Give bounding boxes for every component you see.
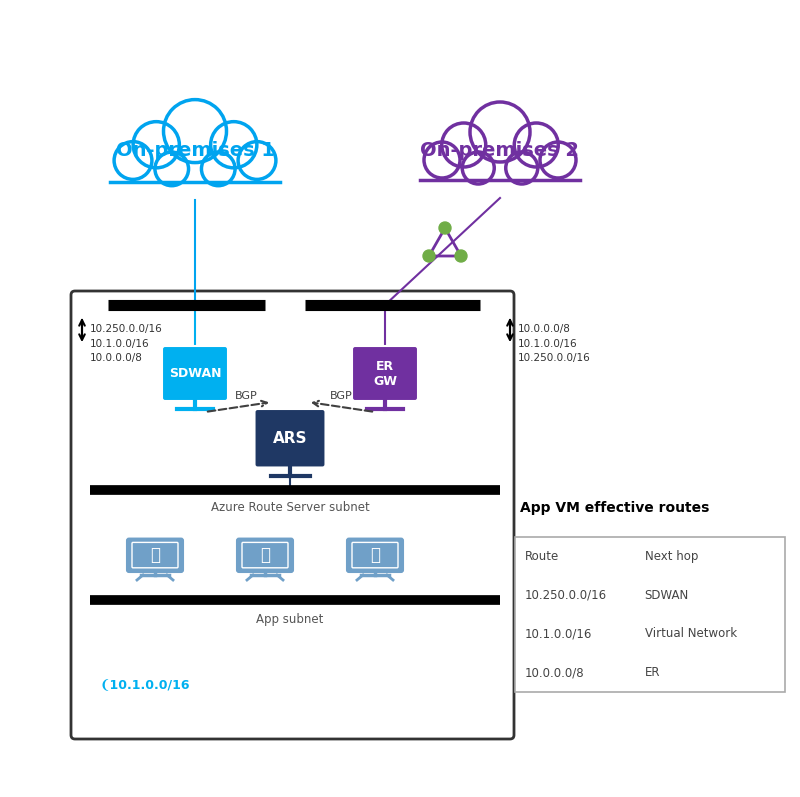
Text: On-premises 1: On-premises 1 — [115, 140, 274, 159]
Text: Virtual Network: Virtual Network — [645, 627, 737, 640]
Text: 10.250.0.0/16: 10.250.0.0/16 — [525, 589, 607, 602]
Circle shape — [442, 123, 486, 167]
FancyBboxPatch shape — [242, 543, 288, 567]
Circle shape — [155, 152, 189, 186]
FancyBboxPatch shape — [347, 539, 403, 572]
Text: SDWAN: SDWAN — [169, 367, 222, 380]
Circle shape — [424, 142, 460, 178]
Text: SDWAN: SDWAN — [645, 589, 689, 602]
Circle shape — [470, 102, 530, 162]
Circle shape — [210, 122, 257, 168]
FancyBboxPatch shape — [132, 543, 178, 567]
Circle shape — [114, 142, 152, 179]
Bar — [110, 145, 280, 182]
Text: 🖥: 🖥 — [370, 546, 380, 564]
Text: 10.250.0.0/16: 10.250.0.0/16 — [90, 324, 162, 334]
Text: Route: Route — [525, 550, 559, 563]
Circle shape — [514, 123, 558, 167]
Circle shape — [163, 100, 226, 163]
FancyBboxPatch shape — [162, 346, 228, 401]
Text: App VM effective routes: App VM effective routes — [520, 501, 710, 515]
Circle shape — [423, 250, 435, 262]
Text: 🖥: 🖥 — [260, 546, 270, 564]
Text: Azure Route Server subnet: Azure Route Server subnet — [210, 501, 370, 513]
FancyBboxPatch shape — [254, 409, 326, 468]
Circle shape — [133, 122, 179, 168]
FancyBboxPatch shape — [71, 291, 514, 739]
Circle shape — [540, 142, 576, 178]
Text: ❨10.1.0.0/16: ❨10.1.0.0/16 — [100, 678, 190, 692]
FancyBboxPatch shape — [237, 539, 293, 572]
FancyBboxPatch shape — [352, 543, 398, 567]
Text: On-premises 2: On-premises 2 — [421, 140, 579, 159]
FancyBboxPatch shape — [515, 537, 785, 692]
Text: ER
GW: ER GW — [373, 359, 397, 387]
Text: 10.1.0.0/16
10.250.0.0/16: 10.1.0.0/16 10.250.0.0/16 — [518, 339, 590, 363]
Text: BGP: BGP — [235, 391, 258, 401]
Text: BGP: BGP — [330, 391, 353, 401]
Circle shape — [462, 152, 494, 184]
Circle shape — [506, 152, 538, 184]
Circle shape — [202, 152, 235, 186]
Circle shape — [439, 222, 451, 234]
Text: App subnet: App subnet — [256, 613, 324, 626]
Text: ER: ER — [645, 666, 660, 679]
FancyBboxPatch shape — [127, 539, 183, 572]
Text: 10.0.0.0/8: 10.0.0.0/8 — [525, 666, 585, 679]
Circle shape — [238, 142, 276, 179]
Circle shape — [455, 250, 467, 262]
Text: ARS: ARS — [273, 430, 307, 446]
Text: 10.1.0.0/16
10.0.0.0/8: 10.1.0.0/16 10.0.0.0/8 — [90, 339, 150, 363]
Text: 🖥: 🖥 — [150, 546, 160, 564]
Bar — [420, 145, 580, 180]
Text: 10.1.0.0/16: 10.1.0.0/16 — [525, 627, 592, 640]
Text: 10.0.0.0/8: 10.0.0.0/8 — [518, 324, 571, 334]
FancyBboxPatch shape — [352, 346, 418, 401]
Text: Next hop: Next hop — [645, 550, 698, 563]
